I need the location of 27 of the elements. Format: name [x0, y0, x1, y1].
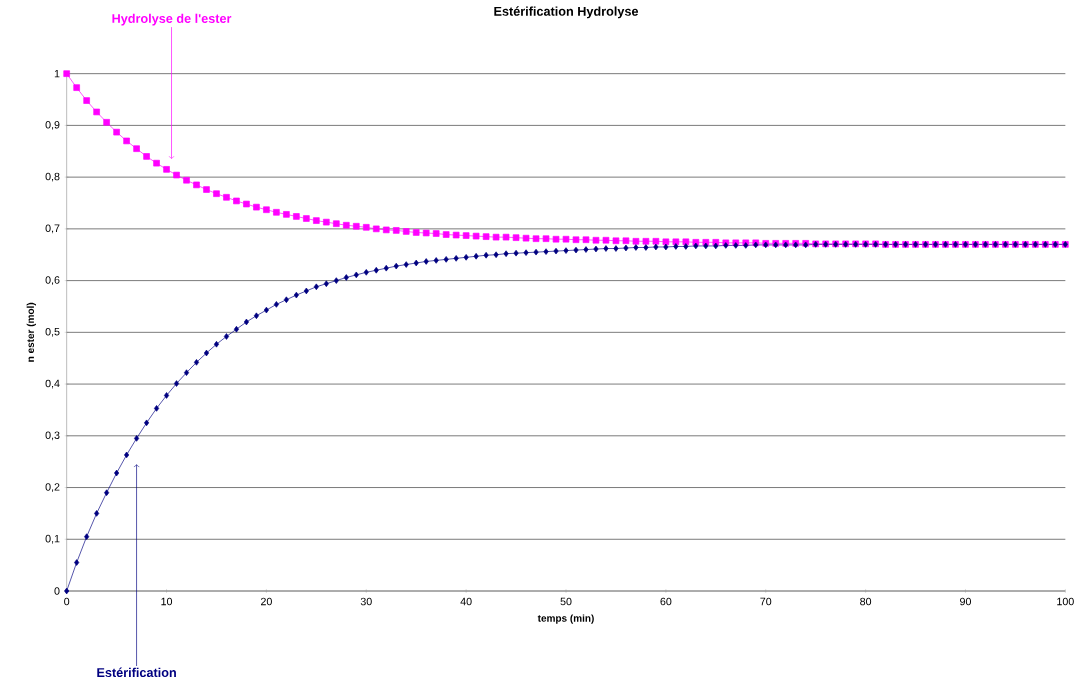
y-tick-label: 0,3: [45, 431, 60, 441]
x-tick-label: 60: [660, 597, 672, 606]
x-tick-label: 10: [161, 597, 173, 606]
y-tick-label: 0,6: [45, 276, 60, 285]
y-tick-label: 0,1: [45, 534, 60, 544]
y-tick-label: 0,2: [45, 483, 60, 492]
y-tick-label: 1: [54, 69, 60, 78]
x-tick-label: 30: [360, 597, 372, 606]
x-tick-label: 20: [261, 597, 272, 606]
y-tick-label: 0,8: [45, 172, 60, 182]
y-tick-label: 0,5: [45, 327, 60, 337]
y-axis-title: n ester (mol): [26, 302, 36, 362]
x-tick-label: 40: [460, 597, 472, 606]
x-tick-label: 0: [64, 597, 70, 606]
x-tick-label: 90: [960, 597, 971, 606]
y-tick-label: 0: [54, 587, 60, 595]
x-tick-label: 50: [560, 597, 572, 606]
x-tick-label: 70: [760, 597, 772, 606]
x-tick-label: 100: [1057, 597, 1074, 606]
y-tick-label: 0,9: [45, 120, 60, 130]
chart-title: Estérification Hydrolyse: [494, 6, 639, 19]
x-tick-label: 80: [860, 597, 872, 606]
text: Estérification: [97, 667, 176, 678]
y-tick-label: 0,7: [45, 224, 60, 234]
x-axis-title: temps (min): [537, 614, 594, 624]
text: Hydrolyse de l'ester: [112, 13, 232, 26]
y-tick-label: 0,4: [45, 379, 60, 389]
